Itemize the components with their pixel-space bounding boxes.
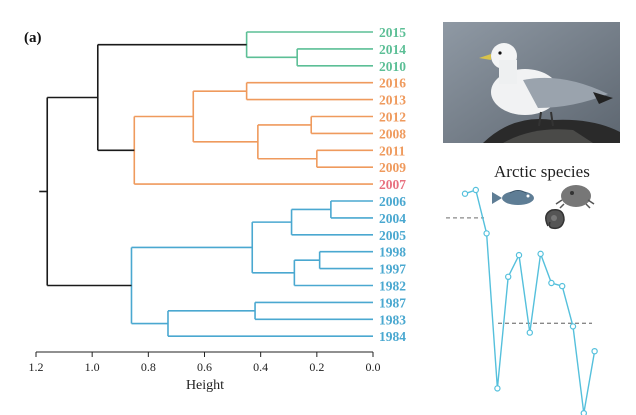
dendro-merge <box>251 221 295 274</box>
dendro-merge <box>96 43 247 152</box>
leaf-label: 1982 <box>379 279 406 294</box>
leaf-label: 1997 <box>379 262 406 277</box>
arctic-species-title: Arctic species <box>494 162 590 181</box>
amphipod-icon <box>545 208 565 230</box>
leaf-label: 1983 <box>379 312 406 327</box>
dendro-merge <box>167 310 373 338</box>
trend-point <box>494 385 501 392</box>
leaf-label: 1984 <box>379 329 406 344</box>
dendro-merge <box>245 31 373 59</box>
leaf-label: 2006 <box>379 194 406 209</box>
x-tick-label: 0.2 <box>309 360 324 374</box>
dendro-merge <box>296 48 373 67</box>
species-icons <box>492 185 595 230</box>
dendro-merge <box>316 149 373 168</box>
trend-point <box>569 323 577 330</box>
trend-point <box>515 251 523 259</box>
seabird-photo <box>443 22 620 143</box>
trend-point <box>537 250 544 258</box>
leaf-label: 1987 <box>379 295 406 310</box>
leaf-label: 2016 <box>379 76 406 91</box>
dendro-merge <box>293 259 373 287</box>
x-tick-label: 1.0 <box>85 360 100 374</box>
trend-point <box>472 186 480 194</box>
leaf-label: 2015 <box>379 25 406 40</box>
x-axis-label: Height <box>186 378 224 393</box>
trend-point <box>580 410 587 415</box>
dendro-merge <box>192 90 258 143</box>
leaf-label: 2012 <box>379 110 406 125</box>
trend-point <box>548 279 555 287</box>
dendro-merge <box>46 96 132 287</box>
leaf-label: 2009 <box>379 160 406 175</box>
x-tick-label: 0.8 <box>141 360 156 374</box>
trend-line <box>464 189 596 414</box>
leaf-label: 2008 <box>379 126 406 141</box>
sea-mouse-icon <box>555 185 595 209</box>
x-tick-label: 0.6 <box>197 360 212 374</box>
panel-label: (a) <box>24 30 42 46</box>
trend-point <box>504 273 512 281</box>
dendro-merge <box>257 124 317 160</box>
trend-plot <box>446 186 598 415</box>
trend-point <box>558 282 566 290</box>
leaf-label: 2005 <box>379 228 406 243</box>
x-tick-label: 0.0 <box>366 360 381 374</box>
leaf-label: 2007 <box>379 177 406 192</box>
dendro-merge <box>318 250 373 270</box>
dendro-merge <box>130 246 253 325</box>
x-tick-label: 1.2 <box>29 360 44 374</box>
leaf-label: 1998 <box>379 245 406 260</box>
leaf-label: 2011 <box>379 143 406 158</box>
leaf-label: 2004 <box>379 211 406 226</box>
dendro-merge <box>254 301 373 321</box>
trend-point <box>526 329 534 336</box>
leaf-label: 2010 <box>379 59 406 74</box>
trend-point <box>483 230 490 237</box>
dendro-merge <box>330 200 373 219</box>
leaf-label: 2013 <box>379 93 406 108</box>
dendro-merge <box>290 208 373 236</box>
fish-icon <box>492 190 534 205</box>
leaf-label: 2014 <box>379 42 406 57</box>
trend-point <box>461 190 469 197</box>
dendro-merge <box>310 115 373 135</box>
trend-point <box>591 347 598 355</box>
dendro-merge <box>245 81 373 101</box>
x-tick-label: 0.4 <box>253 360 268 374</box>
